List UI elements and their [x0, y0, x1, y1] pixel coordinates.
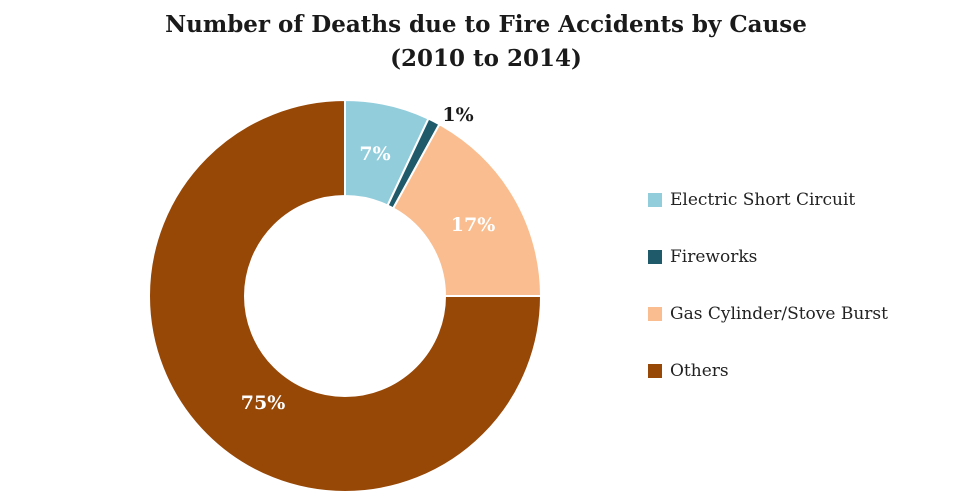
data-label-electric-short-circuit: 7%	[359, 143, 390, 165]
legend-label: Electric Short Circuit	[670, 190, 856, 210]
legend-item-gas-cylinder-stove-burst: Gas Cylinder/Stove Burst	[648, 300, 888, 328]
legend-label: Fireworks	[670, 247, 758, 267]
legend-swatch	[648, 307, 662, 321]
chart-title-line: Number of Deaths due to Fire Accidents b…	[165, 11, 807, 38]
legend-item-electric-short-circuit: Electric Short Circuit	[648, 186, 888, 214]
chart-subtitle-line: (2010 to 2014)	[390, 45, 582, 72]
slice-others	[148, 98, 543, 493]
legend-swatch	[648, 250, 662, 264]
chart-title: Number of Deaths due to Fire Accidents b…	[0, 8, 972, 76]
legend-label: Others	[670, 361, 729, 381]
legend-swatch	[648, 364, 662, 378]
data-label-gas-cylinder-stove-burst: 17%	[451, 214, 496, 236]
legend-swatch	[648, 193, 662, 207]
legend-item-others: Others	[648, 357, 888, 385]
data-label-fireworks: 1%	[442, 104, 473, 126]
chart-legend: Electric Short Circuit Fireworks Gas Cylin…	[648, 186, 888, 414]
data-label-others: 75%	[241, 392, 286, 414]
legend-label: Gas Cylinder/Stove Burst	[670, 304, 888, 324]
legend-item-fireworks: Fireworks	[648, 243, 888, 271]
slice-gas-cylinder-stove-burst	[391, 122, 543, 297]
